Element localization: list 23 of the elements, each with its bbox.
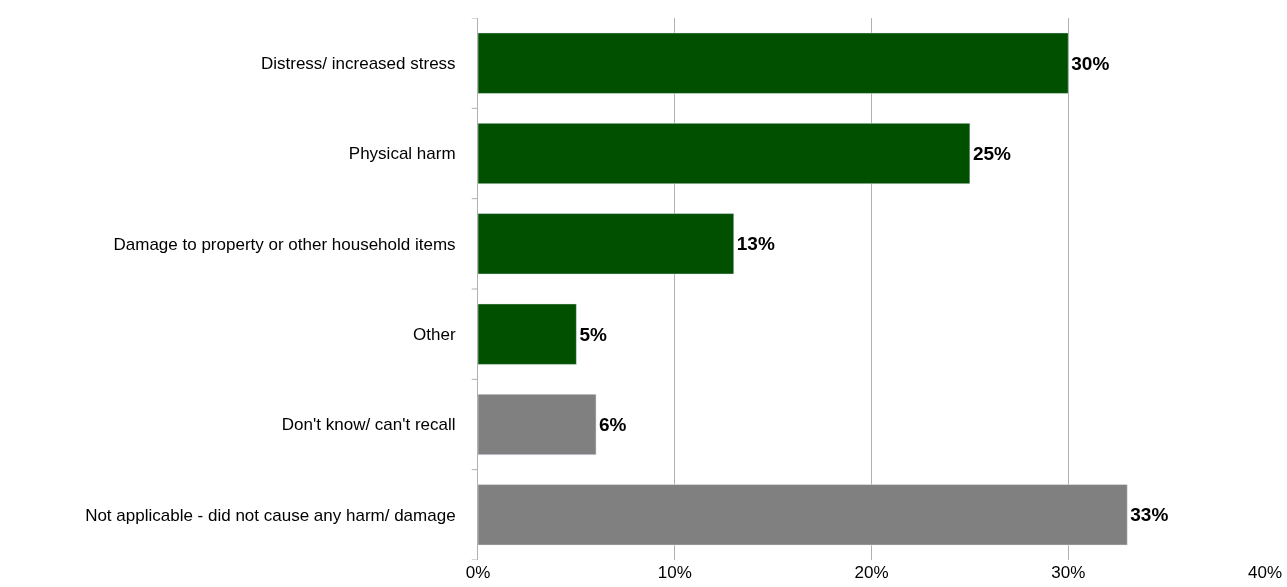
x-tick-label: 10% [657, 563, 692, 582]
x-tick-label: 40% [1247, 563, 1283, 582]
data-label: 25% [972, 143, 1012, 164]
y-tick-label: Other [413, 325, 456, 345]
x-tick-label: 0% [465, 563, 491, 582]
bar [478, 393, 597, 456]
bar [478, 32, 1069, 94]
data-label: 6% [599, 414, 627, 435]
y-tick-label: Damage to property or other household items [113, 234, 456, 254]
data-label: 13% [736, 233, 775, 255]
bar [478, 303, 577, 365]
x-tick-label: 30% [1051, 563, 1086, 582]
y-tick-label: Not applicable - did not cause any harm/ damage [85, 505, 456, 525]
bar [478, 213, 735, 275]
y-tick-label: Distress/ increased stress [260, 54, 456, 74]
y-tick-label: Don't know/ can't recall [281, 415, 456, 435]
data-label: 5% [579, 323, 607, 345]
bar [478, 122, 971, 185]
data-label: 30% [1071, 52, 1110, 74]
bar [478, 484, 1128, 546]
y-tick-label: Physical harm [348, 144, 456, 164]
data-label: 33% [1130, 504, 1169, 526]
x-tick-label: 20% [854, 563, 889, 582]
